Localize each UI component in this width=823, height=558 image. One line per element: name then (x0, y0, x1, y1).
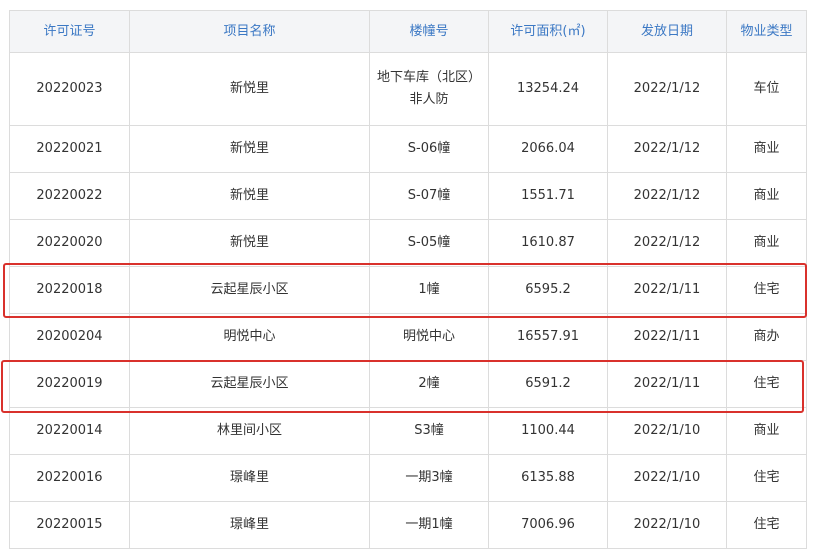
table-cell: 20220022 (9, 172, 130, 220)
table-cell: 2022/1/12 (607, 125, 727, 173)
table-cell: 2022/1/12 (607, 52, 727, 126)
column-header: 物业类型 (726, 10, 807, 53)
table-cell: 新悦里 (129, 172, 370, 220)
table-cell: 20220015 (9, 501, 130, 549)
table-row: 20220020 新悦里 S-05幢 1610.87 2022/1/12 商业 (9, 219, 807, 267)
table-row: 20220015 璟峰里 一期1幢 7006.96 2022/1/10 住宅 (9, 501, 807, 549)
table-cell: 1100.44 (488, 407, 608, 455)
table-cell: 1610.87 (488, 219, 608, 267)
table-cell: 16557.91 (488, 313, 608, 361)
table-cell: 2022/1/10 (607, 454, 727, 502)
highlight-box-row-20220018 (3, 263, 807, 318)
table-cell: 商业 (726, 172, 807, 220)
table-cell: 璟峰里 (129, 454, 370, 502)
table-cell: 20220018 (9, 266, 130, 314)
table-cell: 20220020 (9, 219, 130, 267)
table-header: 许可证号 项目名称 楼幢号 许可面积(㎡) 发放日期 物业类型 (9, 10, 807, 53)
table-cell: 云起星辰小区 (129, 266, 370, 314)
table-cell: 2022/1/12 (607, 172, 727, 220)
table-cell: 云起星辰小区 (129, 360, 370, 408)
table-cell: 20200204 (9, 313, 130, 361)
table-cell: 2022/1/11 (607, 313, 727, 361)
table-cell: 7006.96 (488, 501, 608, 549)
table-cell: 明悦中心 (369, 313, 489, 361)
table-cell: 一期1幢 (369, 501, 489, 549)
table-cell: 20220014 (9, 407, 130, 455)
table-cell: S3幢 (369, 407, 489, 455)
table-cell: 2幢 (369, 360, 489, 408)
table-cell: 一期3幢 (369, 454, 489, 502)
table-cell: 商办 (726, 313, 807, 361)
table-cell: S-06幢 (369, 125, 489, 173)
table-row: 20220022 新悦里 S-07幢 1551.71 2022/1/12 商业 (9, 172, 807, 220)
highlight-box-row-20220019 (1, 360, 804, 413)
table-cell: 明悦中心 (129, 313, 370, 361)
table-cell: 6135.88 (488, 454, 608, 502)
table-cell: 车位 (726, 52, 807, 126)
table-cell: 新悦里 (129, 52, 370, 126)
table-row: 20220016 璟峰里 一期3幢 6135.88 2022/1/10 住宅 (9, 454, 807, 502)
table-row: 20220021 新悦里 S-06幢 2066.04 2022/1/12 商业 (9, 125, 807, 173)
table-cell: 住宅 (726, 454, 807, 502)
table-cell: 1551.71 (488, 172, 608, 220)
table-cell: 20220023 (9, 52, 130, 126)
table-row: 20200204 明悦中心 明悦中心 16557.91 2022/1/11 商办 (9, 313, 807, 361)
column-header: 楼幢号 (369, 10, 489, 53)
table-cell: 20220019 (9, 360, 130, 408)
table-cell: 新悦里 (129, 219, 370, 267)
table-cell: 商业 (726, 407, 807, 455)
permit-table: 许可证号 项目名称 楼幢号 许可面积(㎡) 发放日期 物业类型 20220023 新悦里 地下… (9, 10, 807, 549)
table-cell: S-07幢 (369, 172, 489, 220)
table-cell: 20220021 (9, 125, 130, 173)
table-cell: 2022/1/10 (607, 501, 727, 549)
table-cell: 1幢 (369, 266, 489, 314)
table-cell: 商业 (726, 219, 807, 267)
column-header: 项目名称 (129, 10, 370, 53)
table-cell: 住宅 (726, 360, 807, 408)
table-row: 20220019 云起星辰小区 2幢 6591.2 2022/1/11 住宅 (9, 360, 807, 408)
table-cell: 2066.04 (488, 125, 608, 173)
table-cell: 新悦里 (129, 125, 370, 173)
table-cell: 商业 (726, 125, 807, 173)
table-cell: 住宅 (726, 266, 807, 314)
table-row: 20220023 新悦里 地下车库（北区）非人防 13254.24 2022/1/12 车… (9, 52, 807, 126)
table-cell: 璟峰里 (129, 501, 370, 549)
table-cell: 13254.24 (488, 52, 608, 126)
table-cell: S-05幢 (369, 219, 489, 267)
table-row: 20220014 林里间小区 S3幢 1100.44 2022/1/10 商业 (9, 407, 807, 455)
table-cell: 2022/1/10 (607, 407, 727, 455)
column-header: 许可证号 (9, 10, 130, 53)
column-header: 发放日期 (607, 10, 727, 53)
table-cell: 6595.2 (488, 266, 608, 314)
table-cell: 20220016 (9, 454, 130, 502)
table-cell: 林里间小区 (129, 407, 370, 455)
column-header: 许可面积(㎡) (488, 10, 608, 53)
table-cell: 住宅 (726, 501, 807, 549)
table-cell: 地下车库（北区）非人防 (369, 52, 489, 126)
table-cell: 2022/1/12 (607, 219, 727, 267)
